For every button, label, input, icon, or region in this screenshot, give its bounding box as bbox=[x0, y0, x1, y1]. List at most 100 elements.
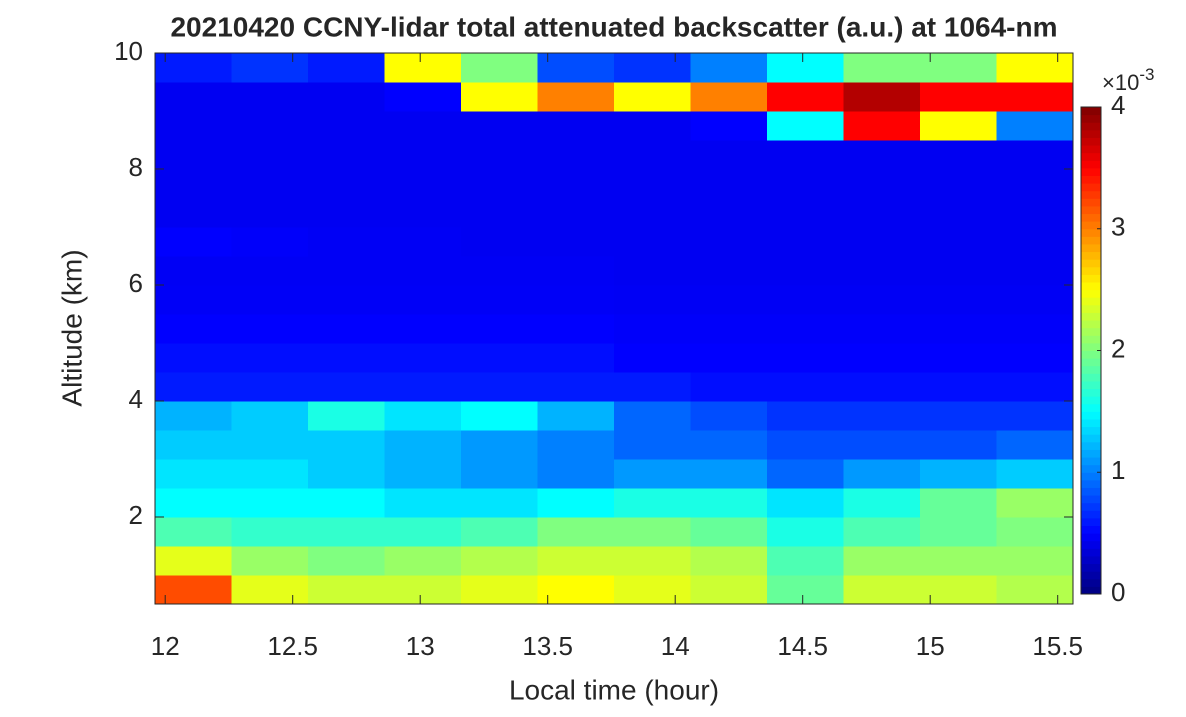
heatmap-cell bbox=[767, 517, 844, 547]
heatmap-cell bbox=[690, 488, 768, 518]
heatmap-cell bbox=[231, 198, 309, 228]
heatmap-cell bbox=[690, 430, 768, 460]
heatmap-cell bbox=[155, 546, 232, 576]
heatmap-cell bbox=[920, 372, 997, 402]
heatmap-cell bbox=[155, 169, 232, 199]
heatmap-cell bbox=[461, 517, 538, 547]
heatmap bbox=[155, 53, 1074, 605]
heatmap-cell bbox=[537, 82, 615, 112]
heatmap-cell bbox=[767, 285, 844, 315]
heatmap-cell bbox=[843, 256, 921, 286]
colorbar-tick-label: 2 bbox=[1111, 333, 1125, 363]
plot-frame bbox=[154, 52, 1074, 605]
heatmap-cell bbox=[996, 372, 1074, 402]
heatmap-cell bbox=[614, 256, 691, 286]
heatmap-cell bbox=[843, 227, 921, 257]
heatmap-cell bbox=[767, 459, 844, 489]
heatmap-cell bbox=[920, 169, 997, 199]
y-tick-label: 2 bbox=[129, 500, 143, 530]
colorbar-swatch bbox=[1081, 320, 1101, 329]
heatmap-cell bbox=[231, 517, 309, 547]
heatmap-cell bbox=[996, 169, 1074, 199]
heatmap-cell bbox=[384, 401, 462, 431]
heatmap-cell bbox=[384, 372, 462, 402]
heatmap-cell bbox=[920, 401, 997, 431]
heatmap-cell bbox=[767, 488, 844, 518]
heatmap-cell bbox=[231, 82, 309, 112]
heatmap-cell bbox=[690, 82, 768, 112]
colorbar-tick-label: 1 bbox=[1111, 455, 1125, 485]
heatmap-cell bbox=[920, 459, 997, 489]
heatmap-cell bbox=[614, 285, 691, 315]
colorbar-swatch bbox=[1081, 122, 1101, 131]
heatmap-cell bbox=[690, 53, 768, 83]
colorbar-swatch bbox=[1081, 137, 1101, 146]
heatmap-cell bbox=[690, 198, 768, 228]
heatmap-cell bbox=[155, 430, 232, 460]
heatmap-cell bbox=[767, 401, 844, 431]
colorbar-swatch bbox=[1081, 205, 1101, 215]
heatmap-cell bbox=[614, 82, 691, 112]
heatmap-cell bbox=[461, 285, 538, 315]
colorbar-swatch bbox=[1081, 282, 1101, 291]
heatmap-cell bbox=[308, 53, 385, 83]
heatmap-cell bbox=[384, 430, 462, 460]
heatmap-cell bbox=[384, 546, 462, 576]
colorbar-swatch bbox=[1081, 358, 1101, 367]
heatmap-cell bbox=[537, 169, 615, 199]
heatmap-cell bbox=[690, 343, 768, 373]
heatmap-cell bbox=[155, 575, 232, 605]
y-tick-label: 10 bbox=[114, 36, 143, 66]
heatmap-cell bbox=[384, 343, 462, 373]
heatmap-cell bbox=[537, 285, 615, 315]
heatmap-cell bbox=[767, 575, 844, 605]
heatmap-cell bbox=[308, 488, 385, 518]
colorbar-swatch bbox=[1081, 411, 1101, 420]
colorbar-swatch bbox=[1081, 540, 1101, 549]
heatmap-cell bbox=[920, 198, 997, 228]
colorbar-swatch bbox=[1081, 449, 1101, 458]
heatmap-cell bbox=[231, 488, 309, 518]
heatmap-cell bbox=[920, 140, 997, 170]
heatmap-cell bbox=[384, 256, 462, 286]
colorbar-swatch bbox=[1081, 563, 1101, 572]
heatmap-cell bbox=[461, 53, 538, 83]
colorbar-swatch bbox=[1081, 380, 1101, 390]
heatmap-cell bbox=[614, 169, 691, 199]
colorbar-swatch bbox=[1081, 145, 1101, 154]
heatmap-cell bbox=[690, 575, 768, 605]
heatmap-cell bbox=[537, 227, 615, 257]
heatmap-cell bbox=[614, 198, 691, 228]
heatmap-cell bbox=[996, 140, 1074, 170]
heatmap-cell bbox=[614, 488, 691, 518]
heatmap-cell bbox=[767, 140, 844, 170]
heatmap-cell bbox=[155, 111, 232, 141]
colorbar-swatch bbox=[1081, 388, 1101, 397]
colorbar-swatch bbox=[1081, 517, 1101, 527]
heatmap-cell bbox=[308, 546, 385, 576]
heatmap-cell bbox=[384, 285, 462, 315]
heatmap-cell bbox=[384, 111, 462, 141]
heatmap-cell bbox=[920, 488, 997, 518]
heatmap-cell bbox=[614, 430, 691, 460]
heatmap-cell bbox=[461, 227, 538, 257]
heatmap-cell bbox=[155, 256, 232, 286]
heatmap-cell bbox=[843, 575, 921, 605]
heatmap-cell bbox=[155, 53, 232, 83]
heatmap-cell bbox=[843, 372, 921, 402]
heatmap-cell bbox=[155, 140, 232, 170]
heatmap-cell bbox=[231, 285, 309, 315]
heatmap-cell bbox=[461, 343, 538, 373]
heatmap-cell bbox=[537, 401, 615, 431]
heatmap-cell bbox=[767, 227, 844, 257]
heatmap-cell bbox=[461, 256, 538, 286]
heatmap-cell bbox=[308, 285, 385, 315]
colorbar-swatch bbox=[1081, 350, 1101, 359]
heatmap-cell bbox=[308, 82, 385, 112]
heatmap-cell bbox=[920, 82, 997, 112]
heatmap-cell bbox=[920, 285, 997, 315]
heatmap-cell bbox=[308, 575, 385, 605]
heatmap-cell bbox=[308, 198, 385, 228]
heatmap-cell bbox=[614, 140, 691, 170]
